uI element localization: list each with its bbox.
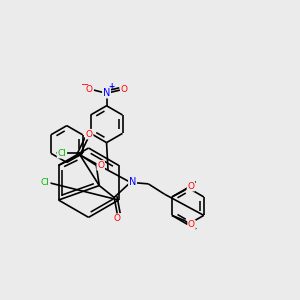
Text: O: O xyxy=(86,130,93,139)
Text: Cl: Cl xyxy=(41,178,50,187)
Text: Cl: Cl xyxy=(58,149,66,158)
Text: O: O xyxy=(97,161,104,170)
Text: O: O xyxy=(188,220,195,230)
Text: +: + xyxy=(108,82,114,91)
Text: O: O xyxy=(114,214,121,224)
Text: −: − xyxy=(81,80,89,90)
Text: O: O xyxy=(121,85,128,94)
Text: N: N xyxy=(103,88,110,98)
Text: O: O xyxy=(86,85,93,94)
Text: N: N xyxy=(129,177,136,188)
Text: O: O xyxy=(188,182,194,191)
